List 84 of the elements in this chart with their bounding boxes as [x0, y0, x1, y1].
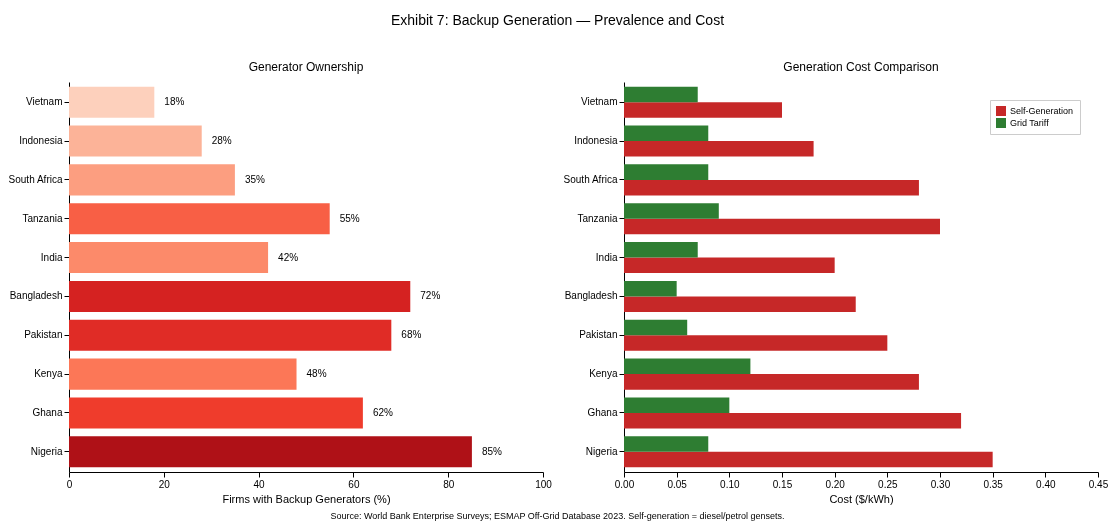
legend-label: Grid Tariff — [1010, 118, 1050, 128]
y-tick-label: Tanzania — [577, 212, 618, 224]
y-tick-label: South Africa — [8, 173, 63, 185]
bar — [624, 102, 782, 118]
text: Exhibit 7: Backup Generation — Prevalence and Cost — [389, 11, 726, 30]
bar — [69, 319, 392, 351]
bar — [624, 179, 919, 196]
bar — [624, 451, 993, 468]
y-tick-label: Vietnam — [580, 96, 618, 108]
bar — [624, 164, 709, 180]
bar — [624, 86, 698, 103]
chart-title: Generation Cost Comparison — [783, 60, 939, 74]
data-label: 55% — [339, 212, 360, 224]
x-tick-label: 0.35 — [983, 478, 1004, 490]
x-tick-label: 0.45 — [1088, 478, 1109, 490]
data-label: 28% — [211, 135, 232, 147]
x-tick-label: 0.25 — [878, 478, 898, 490]
bar — [624, 141, 814, 157]
bar — [69, 203, 330, 235]
x-tick-label: 80 — [443, 478, 455, 490]
bar — [624, 374, 919, 390]
bar — [624, 203, 719, 219]
x-axis-title: Cost ($/kWh) — [829, 492, 894, 505]
y-tick-label: Bangladesh — [564, 290, 618, 302]
x-tick-label: 0.20 — [825, 478, 846, 490]
bar — [69, 358, 297, 390]
bar — [624, 242, 698, 258]
data-label: 35% — [244, 173, 266, 185]
data-label: 18% — [164, 96, 185, 108]
data-label: 68% — [401, 329, 422, 341]
bar — [69, 436, 472, 468]
data-label: 85% — [481, 445, 503, 457]
bar — [624, 358, 751, 375]
x-axis-title: Firms with Backup Generators (%) — [222, 492, 391, 505]
y-tick-label: Indonesia — [19, 135, 63, 147]
x-tick-label: 0.00 — [614, 478, 635, 490]
bar — [624, 296, 856, 312]
data-label: 62% — [372, 406, 393, 418]
data-label: 42% — [278, 251, 299, 263]
bar — [69, 397, 363, 429]
x-tick-label: 0.10 — [720, 478, 740, 490]
y-tick-label: Pakistan — [24, 329, 63, 341]
bar — [69, 86, 155, 118]
data-label: 48% — [306, 368, 327, 380]
bar — [624, 280, 677, 297]
x-tick-label: 100 — [535, 478, 553, 490]
bar — [624, 319, 688, 336]
y-tick-label: India — [595, 251, 618, 263]
data-label: 72% — [420, 290, 441, 302]
y-tick-label: Kenya — [589, 368, 618, 380]
bar — [69, 125, 202, 157]
bar — [69, 242, 269, 274]
x-tick-label: 0 — [66, 478, 73, 490]
y-tick-label: Bangladesh — [9, 290, 63, 302]
chart-title: Generator Ownership — [248, 60, 364, 74]
y-tick-label: Nigeria — [585, 445, 618, 457]
y-tick-label: Tanzania — [22, 212, 63, 224]
x-tick-label: 60 — [348, 478, 360, 490]
bar — [624, 412, 962, 429]
source-note: Source: World Bank Enterprise Surveys; ESMAP Off-Grid Database 2023. Self-generation = diesel/petrol gensets. — [329, 511, 786, 521]
x-tick-label: 0.30 — [930, 478, 951, 490]
bar — [624, 436, 709, 452]
y-tick-label: South Africa — [563, 173, 618, 185]
bar — [624, 125, 709, 142]
bar — [624, 397, 730, 413]
y-tick-label: Pakistan — [579, 329, 618, 341]
x-tick-label: 0.05 — [667, 478, 688, 490]
bar — [69, 280, 411, 312]
x-tick-label: 0.40 — [1036, 478, 1056, 490]
bar — [624, 218, 940, 235]
bar — [624, 335, 888, 351]
y-tick-label: Ghana — [32, 406, 63, 418]
x-tick-label: 0.15 — [772, 478, 793, 490]
y-tick-label: Indonesia — [574, 135, 618, 147]
y-tick-label: Kenya — [34, 368, 63, 380]
x-tick-label: 40 — [253, 478, 266, 490]
bar — [624, 257, 835, 274]
bar — [69, 164, 235, 196]
x-tick-label: 20 — [158, 478, 171, 490]
y-tick-label: India — [40, 251, 63, 263]
y-tick-label: Ghana — [587, 406, 618, 418]
y-tick-label: Vietnam — [25, 96, 63, 108]
y-tick-label: Nigeria — [30, 445, 63, 457]
legend-label: Self-Generation — [1010, 106, 1074, 116]
